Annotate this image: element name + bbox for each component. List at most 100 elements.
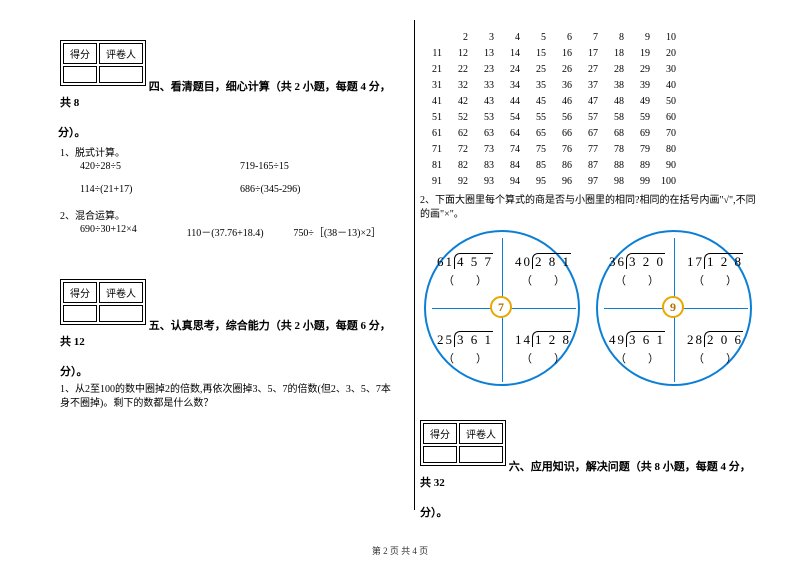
grader-cell[interactable] — [99, 305, 143, 322]
dividend: 3 6 1 — [454, 331, 493, 347]
num-cell: 85 — [524, 158, 550, 174]
num-cell: 81 — [420, 158, 446, 174]
small-circle-1: 7 — [490, 296, 512, 318]
division-expr: 614 5 7 — [437, 254, 493, 270]
grader-cell[interactable] — [99, 66, 143, 83]
num-cell: 73 — [472, 142, 498, 158]
divisor: 14 — [515, 332, 532, 347]
answer-paren[interactable]: （ ） — [615, 350, 659, 366]
num-cell: 70 — [654, 126, 680, 142]
answer-paren[interactable]: （ ） — [521, 272, 565, 288]
page: 得分评卷人 四、看清题目，细心计算（共 2 小题，每题 4 分，共 8 分）。 … — [0, 0, 800, 565]
circles-diagram: 614 5 7 （ ） 402 8 1 （ ） 253 6 1 （ ） 141 … — [420, 230, 760, 400]
num-cell: 20 — [654, 46, 680, 62]
num-cell: 8 — [602, 30, 628, 46]
num-cell: 94 — [498, 174, 524, 190]
num-cell: 15 — [524, 46, 550, 62]
num-cell: 95 — [524, 174, 550, 190]
num-cell: 21 — [420, 62, 446, 78]
num-cell: 11 — [420, 46, 446, 62]
num-cell: 12 — [446, 46, 472, 62]
num-cell: 97 — [576, 174, 602, 190]
calc-row: 420÷28÷5 719-165÷15 — [80, 161, 400, 172]
num-cell: 96 — [550, 174, 576, 190]
num-cell: 65 — [524, 126, 550, 142]
num-cell: 87 — [576, 158, 602, 174]
num-cell: 23 — [472, 62, 498, 78]
num-cell: 4 — [498, 30, 524, 46]
num-cell: 14 — [498, 46, 524, 62]
num-cell: 7 — [576, 30, 602, 46]
number-grid: 2345678910 11121314151617181920 21222324… — [420, 30, 760, 190]
left-column: 得分评卷人 四、看清题目，细心计算（共 2 小题，每题 4 分，共 8 分）。 … — [60, 30, 400, 415]
num-row: 81828384858687888990 — [420, 158, 760, 174]
section-5: 得分评卷人 五、认真思考，综合能力（共 2 小题，每题 6 分，共 12 分）。… — [60, 279, 400, 411]
num-cell: 100 — [654, 174, 680, 190]
num-cell: 62 — [446, 126, 472, 142]
division-expr: 402 8 1 — [515, 254, 571, 270]
num-cell: 10 — [654, 30, 680, 46]
num-cell: 39 — [628, 78, 654, 94]
division-expr: 282 0 6 — [687, 332, 743, 348]
dividend: 2 0 6 — [704, 331, 743, 347]
divisor: 17 — [687, 254, 704, 269]
num-cell: 55 — [524, 110, 550, 126]
score-cell[interactable] — [63, 305, 97, 322]
num-cell: 29 — [628, 62, 654, 78]
score-cell[interactable] — [63, 66, 97, 83]
expr: 110－(37.76+18.4) — [187, 224, 294, 239]
num-cell: 48 — [602, 94, 628, 110]
num-cell: 76 — [550, 142, 576, 158]
num-cell: 45 — [524, 94, 550, 110]
num-cell: 61 — [420, 126, 446, 142]
num-cell: 80 — [654, 142, 680, 158]
num-cell: 54 — [498, 110, 524, 126]
page-footer: 第 2 页 共 4 页 — [0, 544, 800, 557]
num-cell: 38 — [602, 78, 628, 94]
circles-question: 2、下面大圈里每个算式的商是否与小圈里的相同?相同的在括号内画"√",不同的画"… — [420, 194, 760, 222]
expr: 686÷(345-296) — [240, 184, 400, 195]
num-cell: 86 — [550, 158, 576, 174]
num-row: 51525354555657585960 — [420, 110, 760, 126]
num-cell: 17 — [576, 46, 602, 62]
dividend: 3 2 0 — [626, 253, 665, 269]
grader-label: 评卷人 — [459, 423, 503, 444]
section-6: 得分评卷人 六、应用知识，解决问题（共 8 小题，每题 4 分，共 32 分）。 — [420, 420, 760, 520]
dividend: 4 5 7 — [454, 253, 493, 269]
num-cell: 59 — [628, 110, 654, 126]
answer-paren[interactable]: （ ） — [693, 350, 737, 366]
num-cell: 82 — [446, 158, 472, 174]
answer-paren[interactable]: （ ） — [693, 272, 737, 288]
num-cell: 34 — [498, 78, 524, 94]
q2-label: 2、混合运算。 — [60, 207, 400, 222]
division-expr: 363 2 0 — [609, 254, 665, 270]
num-cell: 92 — [446, 174, 472, 190]
num-cell: 93 — [472, 174, 498, 190]
num-cell: 60 — [654, 110, 680, 126]
expr: 750÷［(38－13)×2］ — [293, 224, 400, 239]
num-cell: 22 — [446, 62, 472, 78]
num-cell: 16 — [550, 46, 576, 62]
num-cell: 41 — [420, 94, 446, 110]
num-cell: 5 — [524, 30, 550, 46]
section-5-q1: 1、从2至100的数中圈掉2的倍数,再依次圈掉3、5、7的倍数(但2、3、5、7… — [60, 383, 400, 411]
num-cell: 31 — [420, 78, 446, 94]
answer-paren[interactable]: （ ） — [443, 272, 487, 288]
grader-label: 评卷人 — [99, 282, 143, 303]
num-cell: 13 — [472, 46, 498, 62]
answer-paren[interactable]: （ ） — [521, 350, 565, 366]
expr: 114÷(21+17) — [80, 184, 240, 195]
num-row: 919293949596979899100 — [420, 174, 760, 190]
quad: 253 6 1 （ ） — [426, 310, 504, 388]
score-cell[interactable] — [423, 446, 457, 463]
num-cell: 9 — [628, 30, 654, 46]
num-row: 11121314151617181920 — [420, 46, 760, 62]
section-5-title-tail: 分）。 — [60, 366, 88, 378]
answer-paren[interactable]: （ ） — [615, 272, 659, 288]
grader-cell[interactable] — [459, 446, 503, 463]
answer-paren[interactable]: （ ） — [443, 350, 487, 366]
num-cell: 36 — [550, 78, 576, 94]
score-label: 得分 — [423, 423, 457, 444]
num-cell: 35 — [524, 78, 550, 94]
num-cell: 72 — [446, 142, 472, 158]
